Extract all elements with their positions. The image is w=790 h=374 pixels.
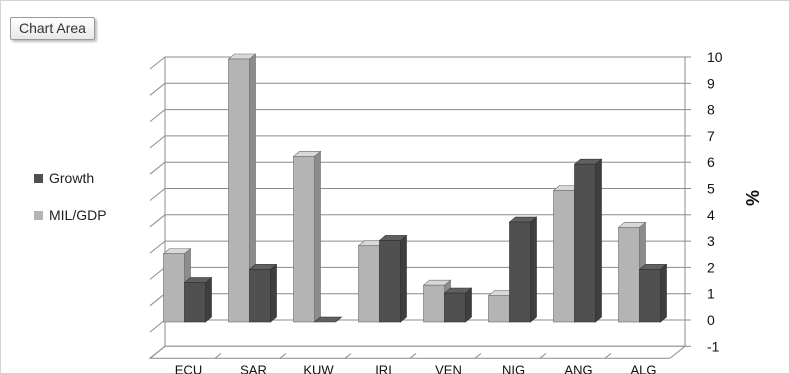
side-gridline	[149, 293, 166, 307]
bar-growth-side	[530, 216, 537, 323]
side-gridline	[149, 161, 166, 175]
bar-mil-gdp	[553, 190, 575, 323]
y-tick-label: 9	[707, 75, 715, 91]
bar-mil-gdp-side	[314, 150, 321, 323]
bar-growth-side	[270, 263, 277, 323]
y-tick-label: 4	[707, 207, 715, 223]
bar-growth-side	[595, 158, 602, 323]
floor	[148, 345, 687, 359]
legend-label-mil-gdp: MIL/GDP	[49, 207, 107, 223]
x-tick-label: SAR	[240, 362, 267, 374]
bar-mil-gdp	[358, 245, 380, 323]
x-tick-label: NIG	[502, 362, 525, 374]
bar-growth	[509, 221, 531, 323]
x-tick-label: VEN	[435, 362, 462, 374]
side-gridline	[149, 56, 166, 70]
side-gridline	[149, 319, 166, 333]
y-tick-label: 0	[707, 312, 715, 328]
side-gridline	[149, 135, 166, 149]
legend-swatch-growth	[34, 173, 43, 183]
side-gridline	[149, 109, 166, 122]
y-tick-label: 10	[707, 49, 723, 65]
bar-mil-gdp	[423, 284, 445, 323]
legend-label-growth: Growth	[49, 170, 95, 186]
x-tick	[539, 353, 547, 359]
y-tick-label: 3	[707, 233, 715, 249]
legend: Growth MIL/GDP	[34, 168, 107, 242]
bar-mil-gdp	[618, 227, 640, 323]
y-tick-label: 2	[707, 259, 715, 275]
side-gridline	[149, 267, 166, 280]
y-tick-label: 5	[707, 181, 715, 197]
x-tick	[474, 353, 482, 359]
bar-growth	[184, 282, 206, 323]
y-axis-label: %	[742, 190, 762, 206]
side-gridline	[149, 82, 166, 96]
y-tick-label: 8	[707, 102, 715, 118]
bar-mil-gdp	[163, 253, 185, 323]
bar-growth-top	[313, 316, 343, 323]
x-tick-label: KUW	[303, 362, 334, 374]
bar-growth-side	[660, 263, 667, 323]
x-tick-label: ECU	[175, 362, 202, 374]
bar-growth	[444, 292, 466, 323]
x-tick	[149, 353, 157, 359]
bar-growth	[639, 269, 661, 323]
legend-swatch-mil-gdp	[34, 210, 43, 220]
x-tick-label: IRI	[375, 362, 392, 374]
side-gridline	[149, 240, 166, 254]
y-tick-label: 1	[707, 286, 715, 302]
x-tick	[214, 353, 222, 359]
y-tick-label: 6	[707, 154, 715, 170]
bar-growth-side	[205, 276, 212, 323]
bar-growth	[249, 269, 271, 323]
bar-growth	[574, 163, 596, 323]
x-tick-label: ANG	[564, 362, 592, 374]
side-gridline	[149, 214, 166, 228]
legend-item-growth: Growth	[34, 168, 107, 188]
bar-mil-gdp	[293, 156, 315, 323]
side-gridline	[149, 188, 166, 201]
x-tick	[409, 353, 417, 359]
bar-mil-gdp	[488, 295, 510, 323]
bar-growth-side	[400, 234, 407, 323]
x-tick	[279, 353, 287, 359]
legend-item-mil-gdp: MIL/GDP	[34, 205, 107, 225]
chart-area-tag[interactable]: Chart Area	[10, 17, 95, 40]
y-tick-label: 7	[707, 128, 715, 144]
x-tick-label: ALG	[630, 362, 656, 374]
x-tick	[344, 353, 352, 359]
bar-growth	[379, 240, 401, 323]
bar-growth-side	[465, 287, 472, 323]
bar-mil-gdp	[228, 58, 250, 323]
y-tick-label: -1	[707, 338, 720, 354]
x-tick	[604, 353, 612, 359]
